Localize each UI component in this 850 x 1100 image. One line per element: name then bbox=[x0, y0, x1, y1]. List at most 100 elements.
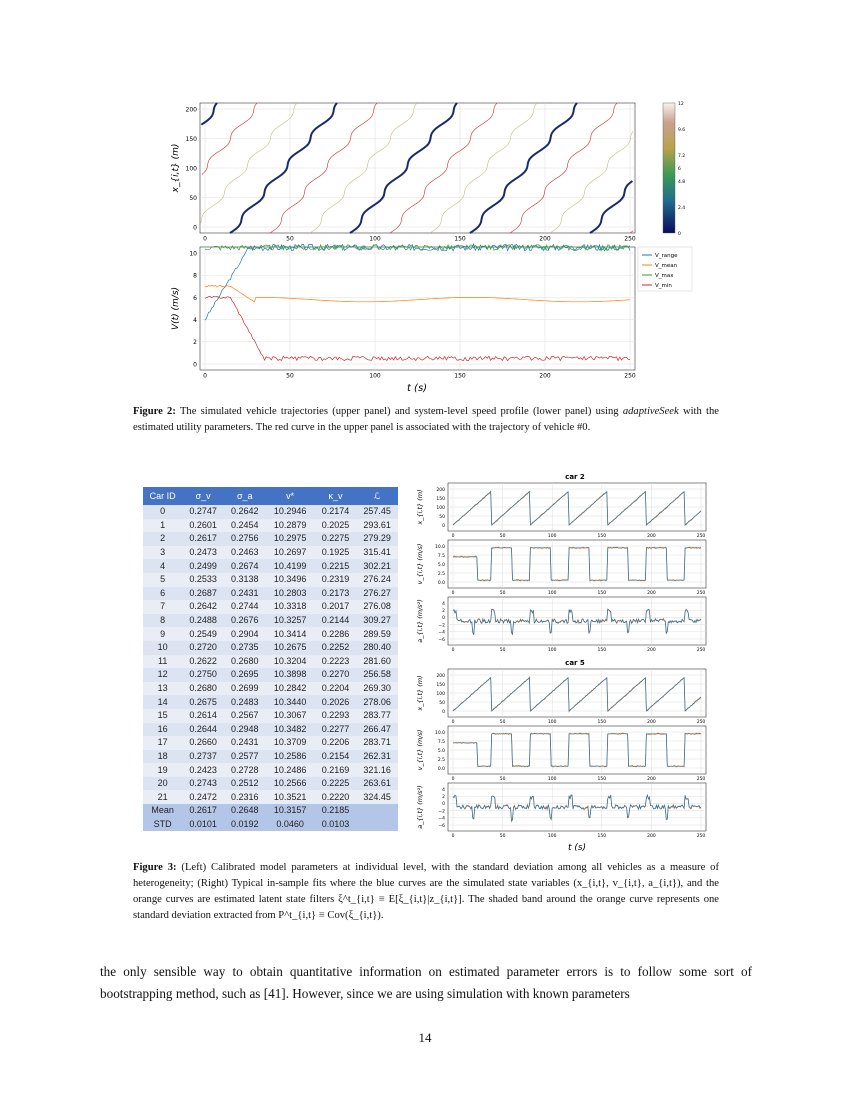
colorbar-tick-label: 6 bbox=[678, 166, 681, 172]
simulated-state-curve bbox=[453, 547, 701, 581]
table-header-row: Car ID σ_v σ_a v* κ_v ℒ bbox=[143, 487, 398, 505]
table-cell: 12 bbox=[143, 668, 183, 682]
table-cell: 0.2680 bbox=[182, 681, 224, 696]
y-tick-label: 4 bbox=[442, 787, 445, 793]
y-tick-label: 0 bbox=[442, 615, 445, 621]
table-cell: 6 bbox=[143, 586, 183, 601]
table-cell: 0.2473 bbox=[182, 545, 224, 560]
table-row: STD 0.0101 0.0192 0.0460 0.0103 bbox=[143, 817, 398, 832]
colorbar-tick-label: 4.8 bbox=[678, 179, 685, 185]
table-cell: 0.2744 bbox=[223, 600, 266, 614]
table-cell: 0.2948 bbox=[223, 722, 266, 737]
x-tick-label: 150 bbox=[598, 533, 607, 539]
table-cell: 266.47 bbox=[356, 722, 398, 737]
y-tick-label: 7.5 bbox=[438, 739, 445, 745]
trajectory-curve bbox=[429, 102, 538, 234]
table-row: 21 0.2472 0.2316 10.3521 0.2220 324.45 bbox=[143, 790, 398, 805]
table-cell: 21 bbox=[143, 790, 183, 805]
y-tick-label: 7.5 bbox=[438, 553, 445, 559]
table-cell: 276.27 bbox=[356, 586, 398, 601]
table-cell: 283.77 bbox=[356, 708, 398, 723]
trajectory-curve bbox=[309, 102, 418, 234]
table-cell: 10.3204 bbox=[265, 654, 315, 669]
caption-text-2: with the estimated utility parameters. T… bbox=[133, 406, 719, 433]
table-cell: 0.2737 bbox=[182, 749, 224, 764]
table-cell: 10.3414 bbox=[265, 627, 315, 641]
table-cell: 19 bbox=[143, 763, 183, 777]
table-row: Mean 0.2617 0.2648 10.3157 0.2185 bbox=[143, 804, 398, 818]
colorbar-tick-label: 12 bbox=[678, 101, 684, 107]
table-row: 20 0.2743 0.2512 10.2566 0.2225 263.61 bbox=[143, 776, 398, 791]
colorbar-tick-label: 9.6 bbox=[678, 127, 685, 133]
table-cell: 10.3257 bbox=[265, 613, 315, 628]
x-tick-label: 150 bbox=[454, 373, 466, 380]
table-cell: 0.2499 bbox=[182, 559, 224, 573]
table-cell: 10.3521 bbox=[265, 790, 315, 805]
x-tick-label: 0 bbox=[452, 719, 455, 725]
x-axis-label: t (s) bbox=[407, 383, 427, 394]
table-row: 16 0.2644 0.2948 10.3482 0.2277 266.47 bbox=[143, 722, 398, 737]
table-row: 19 0.2423 0.2728 10.2486 0.2169 321.16 bbox=[143, 763, 398, 777]
fit-title: car 2 bbox=[565, 473, 585, 481]
table-cell: 0.2617 bbox=[182, 532, 224, 546]
legend-label: V_min bbox=[655, 283, 672, 289]
trajectory-curve bbox=[589, 180, 634, 234]
table-cell: 0.2512 bbox=[223, 776, 266, 791]
x-tick-label: 200 bbox=[647, 590, 656, 596]
x-tick-label: 250 bbox=[697, 533, 706, 539]
x-tick-label: 250 bbox=[697, 647, 706, 653]
table-cell: 18 bbox=[143, 749, 183, 764]
table-row: 3 0.2473 0.2463 10.2697 0.1925 315.41 bbox=[143, 545, 398, 560]
table-cell: 0.2154 bbox=[314, 749, 357, 764]
table-cell: 0.2026 bbox=[314, 695, 357, 709]
table-cell: 280.40 bbox=[356, 640, 398, 655]
trajectory-curve bbox=[199, 102, 298, 225]
table-cell: 15 bbox=[143, 708, 183, 723]
column-header: v* bbox=[265, 487, 315, 505]
table-cell: 0.2185 bbox=[314, 804, 357, 818]
trajectory-curve bbox=[349, 102, 458, 234]
table-cell: 10.2879 bbox=[265, 518, 315, 533]
table-cell: 0.2601 bbox=[182, 518, 224, 533]
table-row: 1 0.2601 0.2454 10.2879 0.2025 293.61 bbox=[143, 518, 398, 533]
table-cell: 10.3898 bbox=[265, 668, 315, 682]
table-row: 7 0.2642 0.2744 10.3318 0.2017 276.08 bbox=[143, 600, 398, 614]
table-cell: 0.2577 bbox=[223, 749, 266, 764]
x-tick-label: 0 bbox=[452, 776, 455, 782]
table-row: 17 0.2660 0.2431 10.3709 0.2206 283.71 bbox=[143, 736, 398, 750]
simulated-state-curve bbox=[452, 490, 702, 526]
y-tick-label: 0.0 bbox=[438, 766, 445, 772]
table-cell: 9 bbox=[143, 627, 183, 641]
legend-box bbox=[637, 246, 693, 292]
y-axis-label: v_{i,t} (m/s) bbox=[416, 730, 424, 771]
x-tick-label: 50 bbox=[500, 719, 506, 725]
y-tick-label: 5.0 bbox=[438, 748, 445, 754]
table-row: 14 0.2675 0.2483 10.3440 0.2026 278.06 bbox=[143, 695, 398, 709]
table-cell: 20 bbox=[143, 776, 183, 791]
x-tick-label: 100 bbox=[548, 647, 557, 653]
y-axis-label: x_{i,t} (m) bbox=[171, 144, 181, 194]
x-tick-label: 200 bbox=[647, 776, 656, 782]
column-header: σ_a bbox=[223, 487, 266, 505]
colorbar-tick-label: 0 bbox=[678, 231, 681, 237]
table-cell: 0.2644 bbox=[182, 722, 224, 737]
trajectory-curve bbox=[201, 102, 258, 175]
y-tick-label: 2 bbox=[193, 339, 197, 346]
table-cell: 0.2463 bbox=[223, 545, 266, 560]
y-tick-label: 4 bbox=[193, 317, 197, 324]
parameter-table: Car ID σ_v σ_a v* κ_v ℒ 0 0.2747 0.2642 10.2946 0.… bbox=[143, 487, 398, 832]
table-cell: 2 bbox=[143, 532, 183, 546]
y-tick-label: 4 bbox=[442, 601, 445, 607]
y-tick-label: 150 bbox=[186, 136, 198, 143]
table-row: 0 0.2747 0.2642 10.2946 0.2174 257.45 bbox=[143, 505, 398, 519]
table-cell bbox=[356, 817, 398, 832]
x-tick-label: 100 bbox=[548, 776, 557, 782]
table-cell: 5 bbox=[143, 572, 183, 587]
table-cell: 293.61 bbox=[356, 518, 398, 533]
table-cell: 0.2431 bbox=[223, 586, 266, 601]
y-tick-label: 150 bbox=[436, 496, 445, 502]
table-cell: 278.06 bbox=[356, 695, 398, 709]
table-cell: 10.4199 bbox=[265, 559, 315, 573]
table-cell: Mean bbox=[143, 804, 183, 818]
